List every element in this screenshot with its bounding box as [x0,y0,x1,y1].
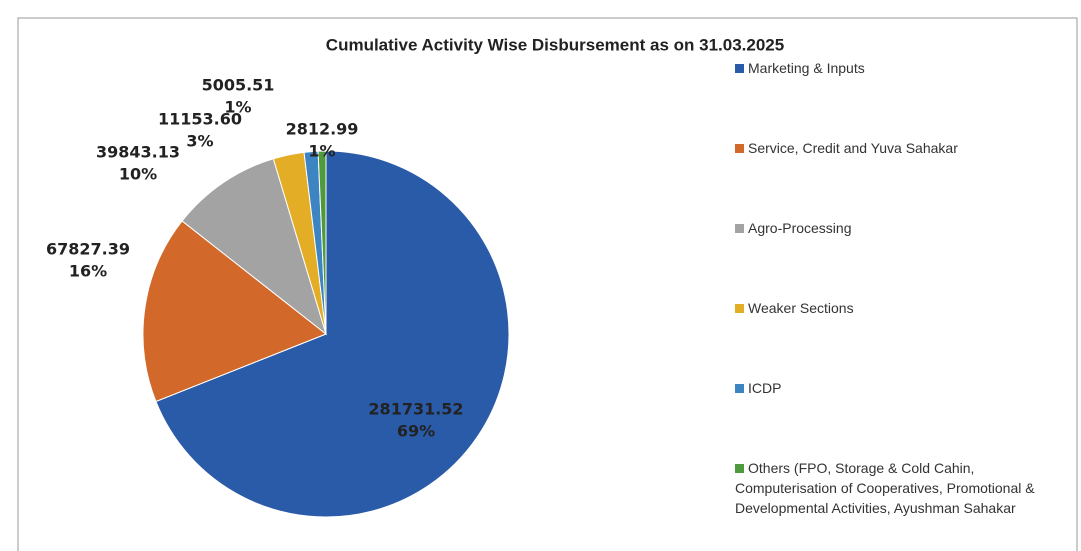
percent-label: 3% [186,132,213,151]
percent-label: 1% [308,142,335,161]
chart-border [17,17,1078,551]
legend-swatch [735,384,744,393]
legend-swatch [735,224,744,233]
percent-label: 16% [69,262,107,281]
percent-label: 1% [224,98,251,117]
legend-item: Agro-Processing [735,218,1055,238]
legend-swatch [735,144,744,153]
pie-slice [181,158,327,336]
legend-item: Service, Credit and Yuva Sahakar [735,138,1055,158]
legend-label: Others (FPO, Storage & Cold Cahin, Compu… [735,460,1035,516]
data-label: 281731.52 [368,400,463,419]
data-label: 11153.60 [158,110,242,129]
data-label: 39843.13 [96,143,180,162]
legend-item: ICDP [735,378,1055,398]
percent-label: 69% [397,422,435,441]
legend-label: Weaker Sections [748,300,854,316]
legend-label: ICDP [748,380,782,396]
legend-label: Agro-Processing [748,220,852,236]
legend-item: Weaker Sections [735,298,1055,318]
data-label: 2812.99 [286,120,359,139]
pie-slice [155,150,510,518]
pie-slice [317,150,327,335]
legend-item: Marketing & Inputs [735,58,1055,78]
legend-label: Marketing & Inputs [748,60,865,76]
data-label: 5005.51 [202,76,275,95]
percent-label: 10% [119,165,157,184]
data-label: 67827.39 [46,240,130,259]
legend-label: Service, Credit and Yuva Sahakar [748,140,958,156]
legend-swatch [735,464,744,473]
legend-swatch [735,64,744,73]
legend-item: Others (FPO, Storage & Cold Cahin, Compu… [735,458,1055,518]
chart-title: Cumulative Activity Wise Disbursement as… [326,35,784,54]
pie-slice [142,220,327,403]
legend-swatch [735,304,744,313]
